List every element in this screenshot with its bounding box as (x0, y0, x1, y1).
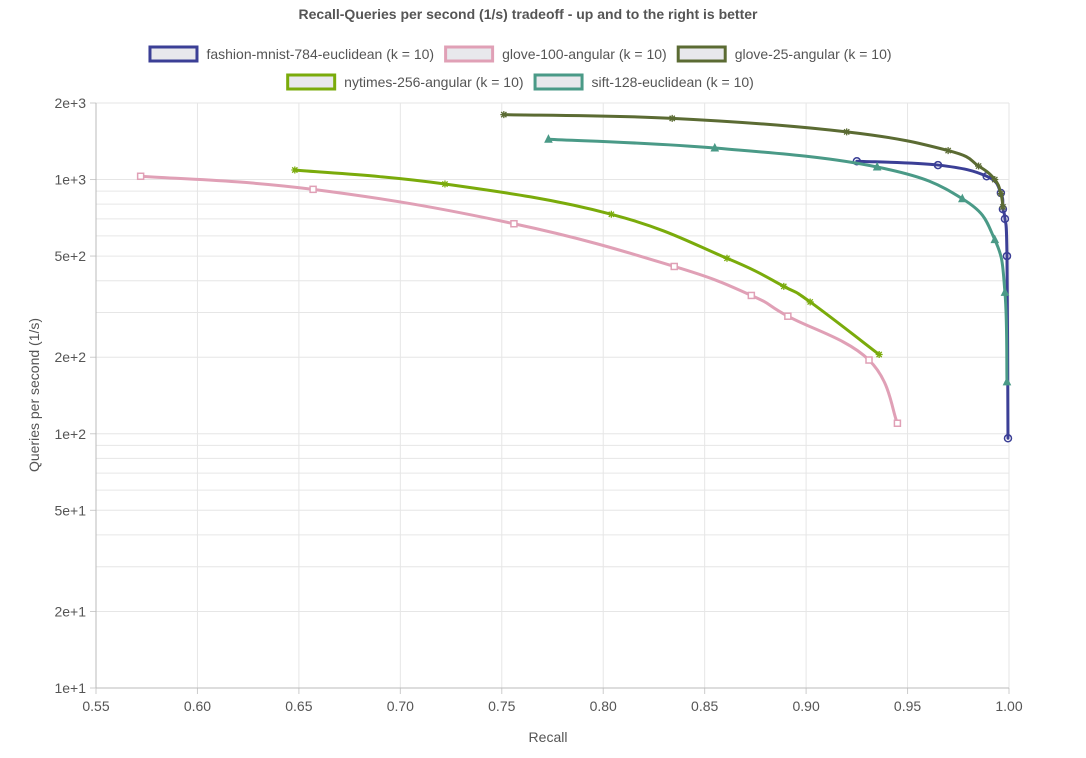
data-point (500, 111, 508, 119)
legend-label: fashion-mnist-784-euclidean (k = 10) (206, 46, 434, 62)
legend-swatch (676, 45, 727, 63)
legend-swatch (444, 45, 495, 63)
x-tick-label: 0.75 (488, 698, 515, 714)
x-tick-label: 0.65 (285, 698, 312, 714)
y-tick-label: 1e+3 (54, 172, 86, 188)
x-tick-label: 0.70 (387, 698, 414, 714)
y-tick-label: 1e+2 (54, 426, 86, 442)
data-point (1000, 214, 1010, 224)
data-point (806, 298, 814, 306)
data-point (1000, 287, 1010, 296)
data-point (784, 312, 792, 320)
legend-swatch (286, 73, 337, 91)
data-point (843, 128, 851, 136)
data-point (441, 180, 449, 188)
data-point (780, 282, 788, 290)
data-point (747, 291, 756, 300)
y-tick-label: 2e+1 (54, 603, 86, 619)
series-line (502, 113, 1005, 209)
data-point (933, 160, 943, 170)
series-line (293, 168, 881, 357)
data-point (944, 147, 952, 155)
y-axis-title: Queries per second (1/s) (26, 318, 42, 472)
legend-label: sift-128-euclidean (k = 10) (592, 74, 754, 90)
series-line (139, 174, 899, 425)
y-tick-label: 5e+1 (54, 502, 86, 518)
data-point (710, 142, 720, 152)
x-tick-label: 0.55 (82, 698, 109, 714)
legend-label: glove-25-angular (k = 10) (735, 46, 892, 62)
x-axis-title: Recall (529, 729, 568, 745)
data-point (872, 161, 882, 171)
data-point (136, 172, 145, 181)
y-tick-label: 1e+1 (54, 680, 86, 696)
x-tick-label: 0.80 (590, 698, 617, 714)
legend-item[interactable]: fashion-mnist-784-euclidean (k = 10) (148, 45, 434, 63)
grid (95, 102, 1010, 689)
chart-title: Recall-Queries per second (1/s) tradeoff… (299, 6, 759, 22)
data-point (991, 176, 999, 184)
y-tick-label: 5e+2 (54, 248, 86, 264)
x-tick-label: 0.85 (691, 698, 718, 714)
series-2 (500, 111, 1007, 211)
legend-label: nytimes-256-angular (k = 10) (344, 74, 523, 90)
legend-item[interactable]: glove-25-angular (k = 10) (676, 45, 892, 63)
series-line (855, 159, 1010, 440)
data-point (607, 210, 615, 218)
data-point (510, 219, 518, 228)
series-4 (544, 134, 1012, 386)
legend-swatch (533, 73, 584, 91)
series-3 (291, 166, 883, 359)
y-tick-label: 2e+2 (54, 349, 86, 365)
series-line (546, 137, 1009, 384)
y-tick-label: 2e+3 (54, 95, 86, 111)
data-point (999, 203, 1007, 211)
data-point (291, 166, 299, 174)
legend-item[interactable]: sift-128-euclidean (k = 10) (533, 73, 754, 91)
x-tick-label: 1.00 (995, 698, 1022, 714)
data-point (670, 262, 678, 271)
series-1 (136, 172, 902, 427)
data-point (723, 254, 731, 262)
axes: 0.55 0.60 0.65 0.70 0.75 0.80 0.85 0.90 0.95 1.00… (54, 95, 1022, 714)
data-point (1003, 434, 1013, 443)
x-tick-label: 0.60 (184, 698, 211, 714)
x-tick-label: 0.90 (792, 698, 819, 714)
legend-label: glove-100-angular (k = 10) (502, 46, 667, 62)
x-tick-label: 0.95 (894, 698, 921, 714)
series-0 (852, 157, 1013, 443)
legend-swatch (148, 45, 199, 63)
data-point (668, 114, 676, 122)
data-point (958, 193, 967, 203)
data-point (1002, 251, 1012, 261)
data-point (865, 356, 873, 364)
data-point (875, 351, 883, 359)
data-point (309, 185, 317, 194)
data-point (1002, 376, 1012, 386)
data-point (997, 190, 1005, 198)
data-point (975, 162, 983, 170)
legend-item[interactable]: glove-100-angular (k = 10) (444, 45, 667, 63)
series-layer (136, 111, 1013, 443)
data-point (544, 134, 553, 143)
data-point (893, 419, 902, 427)
data-point (990, 234, 1000, 244)
legend[interactable]: fashion-mnist-784-euclidean (k = 10) glov… (148, 45, 892, 91)
legend-item[interactable]: nytimes-256-angular (k = 10) (286, 73, 524, 91)
